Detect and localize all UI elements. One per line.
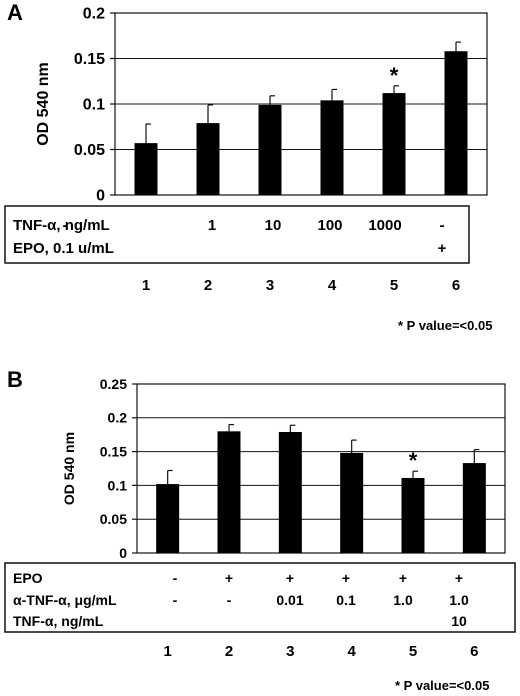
y-tick-label: 0.2 — [83, 6, 105, 23]
x-category-label: 1 — [163, 643, 171, 660]
plot-area — [136, 383, 506, 554]
y-tick-label: 0.1 — [83, 97, 105, 114]
x-category-label: 2 — [225, 643, 233, 660]
condition-value: 10 — [451, 613, 467, 629]
x-category-label: 5 — [390, 277, 398, 294]
y-tick-label: 0.1 — [108, 477, 128, 493]
y-tick-label: 0 — [96, 188, 105, 205]
condition-label: TNF-α, ng/mL — [13, 613, 104, 629]
condition-table — [4, 562, 516, 633]
footnote: * P value=<0.05 — [395, 678, 489, 693]
bar — [382, 93, 406, 195]
condition-value: + — [438, 240, 447, 257]
x-category-label: 2 — [204, 277, 212, 294]
y-tick-label: 0.05 — [74, 142, 105, 159]
x-category-label: 4 — [347, 643, 356, 660]
condition-value: 1.0 — [393, 592, 413, 608]
panel-label: A — [7, 0, 23, 25]
y-tick-label: 0.25 — [100, 376, 127, 392]
condition-value: 1 — [208, 217, 216, 234]
condition-value: 1.0 — [449, 592, 469, 608]
condition-value: - — [173, 570, 178, 586]
condition-label: EPO — [13, 570, 43, 586]
condition-value: - — [440, 217, 445, 234]
condition-value: 100 — [317, 217, 342, 234]
condition-label: α-TNF-α, μg/mL — [13, 592, 117, 608]
condition-table — [4, 205, 470, 264]
x-category-label: 1 — [142, 277, 150, 294]
bar — [462, 463, 486, 553]
bar — [340, 452, 364, 553]
bar — [258, 104, 282, 195]
y-axis-label: OD 540 nm — [61, 432, 77, 505]
significance-star: * — [390, 63, 399, 88]
panel-a: A00.050.10.150.2OD 540 nm *TNF-α, ng/mL- 1… — [4, 0, 492, 333]
y-tick-label: 0.15 — [100, 444, 127, 460]
bar — [320, 100, 344, 195]
condition-label: EPO, 0.1 u/mL — [13, 240, 114, 257]
y-tick-label: 0 — [119, 545, 127, 561]
condition-value: 1000 — [368, 217, 401, 234]
x-category-label: 3 — [266, 277, 274, 294]
bar — [278, 431, 302, 553]
panel-label: B — [7, 367, 23, 392]
condition-value: + — [286, 570, 294, 586]
x-category-label: 6 — [470, 643, 478, 660]
condition-value: + — [455, 570, 463, 586]
condition-value: - — [63, 217, 68, 234]
y-tick-label: 0.15 — [74, 51, 105, 68]
bar — [401, 477, 425, 553]
condition-value: + — [342, 570, 350, 586]
y-tick-label: 0.05 — [100, 511, 127, 527]
condition-value: 0.1 — [336, 592, 356, 608]
x-category-label: 3 — [286, 643, 294, 660]
condition-value: 10 — [265, 217, 282, 234]
bar — [217, 431, 241, 553]
bar — [444, 51, 468, 195]
x-category-label: 6 — [452, 277, 460, 294]
condition-label: TNF-α, ng/mL — [13, 217, 110, 234]
x-category-label: 4 — [328, 277, 337, 294]
bar — [196, 123, 220, 195]
condition-value: 0.01 — [276, 592, 303, 608]
y-axis-label: OD 540 nm — [35, 62, 52, 146]
condition-value: - — [173, 592, 178, 608]
bar — [134, 143, 158, 195]
condition-value: - — [227, 592, 232, 608]
y-tick-label: 0.2 — [108, 410, 128, 426]
x-category-label: 5 — [409, 643, 417, 660]
footnote: * P value=<0.05 — [398, 318, 492, 333]
condition-value: + — [399, 570, 407, 586]
bar — [156, 484, 180, 553]
significance-star: * — [409, 448, 418, 473]
condition-value: + — [225, 570, 233, 586]
